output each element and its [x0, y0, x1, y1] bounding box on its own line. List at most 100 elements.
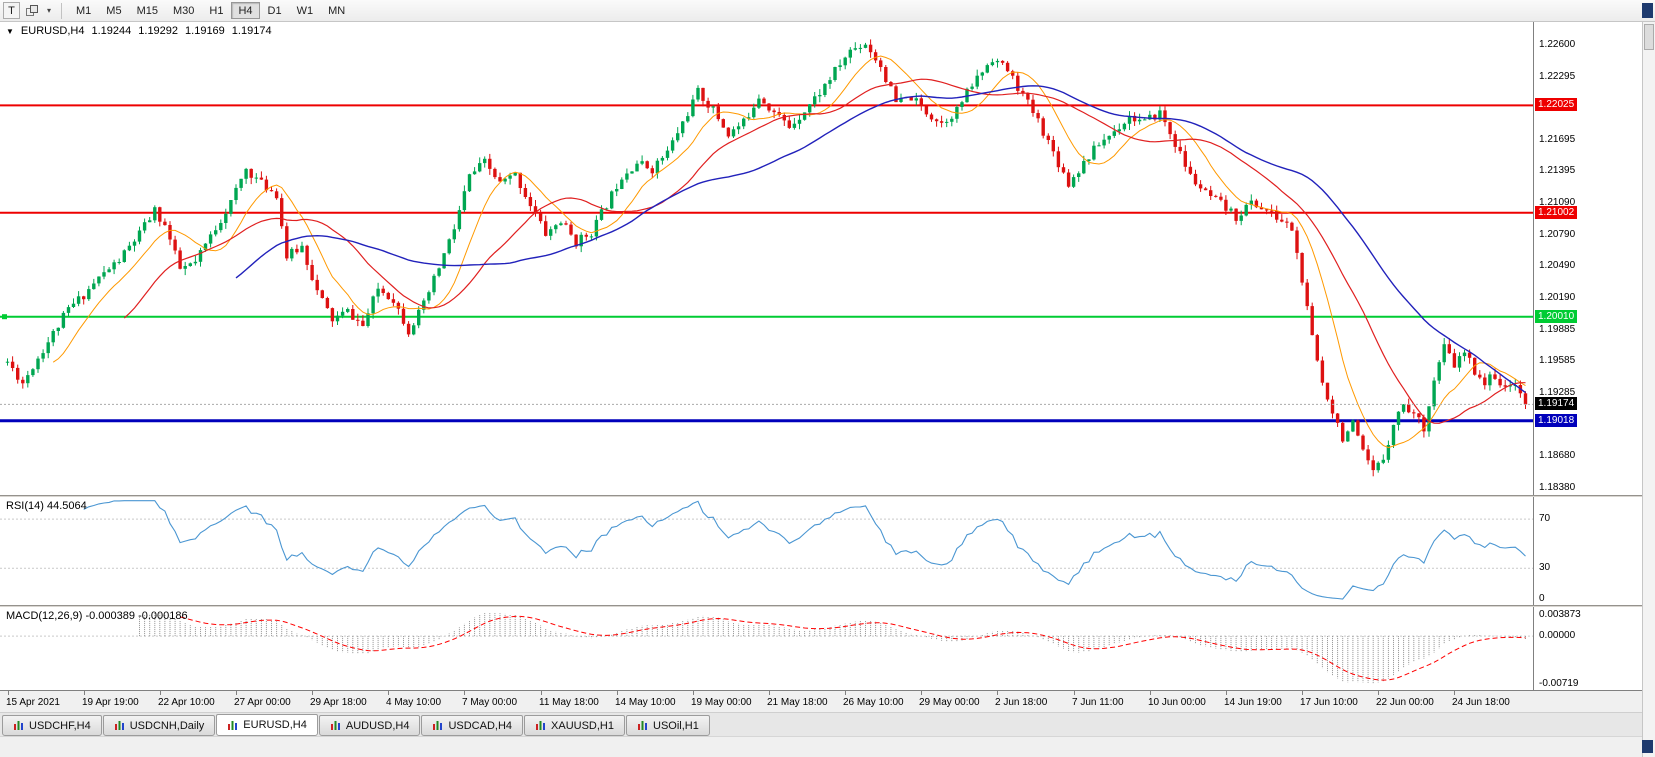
ma-mid-line	[123, 78, 1526, 424]
level-price-badge: 1.21002	[1535, 206, 1578, 219]
chart-tab-usdcnh-daily[interactable]: USDCNH,Daily	[102, 715, 216, 736]
chart-area[interactable]: ▼ EURUSD,H4 1.19244 1.19292 1.19169 1.19…	[0, 22, 1533, 690]
time-tick	[464, 691, 465, 695]
macd-axis-label: 0.00000	[1539, 630, 1576, 641]
rsi-axis-label: 70	[1539, 513, 1551, 524]
tab-label: EURUSD,H4	[243, 719, 307, 731]
scrollbar-thumb[interactable]	[1644, 24, 1654, 50]
rsi-line	[83, 500, 1526, 600]
chart-tab-usdcad-h4[interactable]: USDCAD,H4	[421, 715, 524, 736]
time-axis-label: 4 May 10:00	[386, 697, 442, 708]
ma-slow-line	[235, 85, 1526, 394]
time-tick	[236, 691, 237, 695]
tab-label: USDCNH,Daily	[129, 719, 205, 732]
symbol-info-row: ▼ EURUSD,H4 1.19244 1.19292 1.19169 1.19…	[6, 25, 272, 37]
panel-separator[interactable]	[0, 605, 1642, 607]
drawing-tools-icon[interactable]	[22, 2, 42, 19]
timeframe-button-w1[interactable]: W1	[290, 2, 321, 19]
time-axis-label: 22 Jun 00:00	[1376, 697, 1434, 708]
time-tick	[693, 691, 694, 695]
chart-tab-audusd-h4[interactable]: AUDUSD,H4	[318, 715, 421, 736]
bottom-strip	[0, 736, 1655, 757]
panel-separator[interactable]	[0, 495, 1642, 497]
main-chart-canvas[interactable]	[0, 22, 1533, 495]
chevron-down-icon[interactable]: ▾	[46, 6, 51, 15]
t-toolbar-button[interactable]: T	[3, 2, 20, 19]
symbol-label: EURUSD,H4	[20, 25, 85, 37]
time-tick	[8, 691, 9, 695]
timeframe-button-m1[interactable]: M1	[69, 2, 98, 19]
time-tick	[1226, 691, 1227, 695]
price-axis-label: 1.20190	[1539, 292, 1576, 303]
time-tick	[84, 691, 85, 695]
time-axis-label: 10 Jun 00:00	[1148, 697, 1206, 708]
vertical-scrollbar[interactable]	[1642, 22, 1655, 757]
macd-indicator-label: MACD(12,26,9) -0.000389 -0.000186	[6, 610, 188, 622]
tab-chart-icon	[14, 721, 23, 730]
price-axis-label: 1.18680	[1539, 450, 1576, 461]
tab-chart-icon	[330, 721, 340, 730]
tab-label: USOil,H1	[653, 719, 699, 732]
tab-label: USDCAD,H4	[448, 719, 513, 732]
macd-panel[interactable]: MACD(12,26,9) -0.000389 -0.000186	[0, 607, 1533, 690]
time-axis-label: 15 Apr 2021	[6, 697, 60, 708]
time-tick	[1378, 691, 1379, 695]
time-tick	[845, 691, 846, 695]
tab-chart-icon	[228, 720, 238, 730]
time-axis-label: 26 May 10:00	[843, 697, 904, 708]
tab-label: XAUUSD,H1	[551, 719, 614, 732]
timeframe-button-m5[interactable]: M5	[99, 2, 128, 19]
time-tick	[617, 691, 618, 695]
chart-tab-eurusd-h4[interactable]: EURUSD,H4	[216, 714, 318, 736]
timeframe-button-group: M1 M5 M15 M30 H1 H4 D1 W1 MN	[69, 2, 352, 19]
time-axis-label: 2 Jun 18:00	[995, 697, 1048, 708]
dock-corner-box	[1642, 740, 1653, 753]
main-chart-panel[interactable]: ▼ EURUSD,H4 1.19244 1.19292 1.19169 1.19…	[0, 22, 1533, 495]
rsi-canvas[interactable]	[0, 497, 1533, 605]
symbol-dropdown-icon[interactable]: ▼	[6, 26, 14, 36]
macd-axis-label: 0.003873	[1539, 609, 1581, 620]
price-axis-label: 1.19285	[1539, 387, 1576, 398]
chart-tab-usdchf-h4[interactable]: USDCHF,H4	[2, 715, 102, 736]
macd-signal-line	[179, 615, 1526, 681]
timeframe-button-h1[interactable]: H1	[202, 2, 230, 19]
timeframe-button-d1[interactable]: D1	[261, 2, 289, 19]
chart-tab-usoil-h1[interactable]: USOil,H1	[626, 715, 710, 736]
price-axis-label: 1.22295	[1539, 71, 1576, 82]
time-axis-label: 29 May 00:00	[919, 697, 980, 708]
rsi-panel[interactable]: RSI(14) 44.5064	[0, 497, 1533, 605]
timeframe-button-h4[interactable]: H4	[231, 2, 260, 19]
price-close: 1.19174	[231, 25, 272, 37]
time-tick	[1150, 691, 1151, 695]
timeframe-button-m30[interactable]: M30	[166, 2, 201, 19]
chart-tab-bar: USDCHF,H4 USDCNH,Daily EURUSD,H4 AUDUSD,H4 U…	[0, 712, 1642, 736]
toolbar-separator	[61, 2, 62, 19]
time-tick	[769, 691, 770, 695]
time-axis-label: 29 Apr 18:00	[310, 697, 367, 708]
tab-chart-icon	[433, 721, 443, 730]
time-axis[interactable]: 15 Apr 2021 19 Apr 19:00 22 Apr 10:00 27 Ap…	[0, 690, 1642, 712]
top-toolbar: T ▾ M1 M5 M15 M30 H1 H4 D1 W1 MN	[0, 0, 1655, 22]
level-price-badge: 1.19018	[1535, 414, 1578, 427]
time-tick	[1302, 691, 1303, 695]
toolbar-corner-box	[1642, 3, 1653, 18]
price-open: 1.19244	[91, 25, 132, 37]
candlesticks	[5, 39, 1528, 477]
time-axis-label: 19 Apr 19:00	[82, 697, 139, 708]
time-axis-label: 14 Jun 19:00	[1224, 697, 1282, 708]
timeframe-button-mn[interactable]: MN	[321, 2, 352, 19]
macd-canvas[interactable]	[0, 607, 1533, 690]
level-price-badge: 1.22025	[1535, 98, 1578, 111]
price-axis-label: 1.21695	[1539, 134, 1576, 145]
timeframe-button-m15[interactable]: M15	[130, 2, 165, 19]
price-axis[interactable]: 1.226001.222951.219951.216951.213951.210…	[1533, 22, 1642, 690]
current-price-badge: 1.19174	[1535, 397, 1578, 410]
time-axis-label: 21 May 18:00	[767, 697, 828, 708]
time-axis-label: 24 Jun 18:00	[1452, 697, 1510, 708]
time-tick	[997, 691, 998, 695]
rsi-axis-label: 30	[1539, 562, 1551, 573]
price-axis-label: 1.19585	[1539, 355, 1576, 366]
time-tick	[312, 691, 313, 695]
chart-tab-xauusd-h1[interactable]: XAUUSD,H1	[524, 715, 625, 736]
